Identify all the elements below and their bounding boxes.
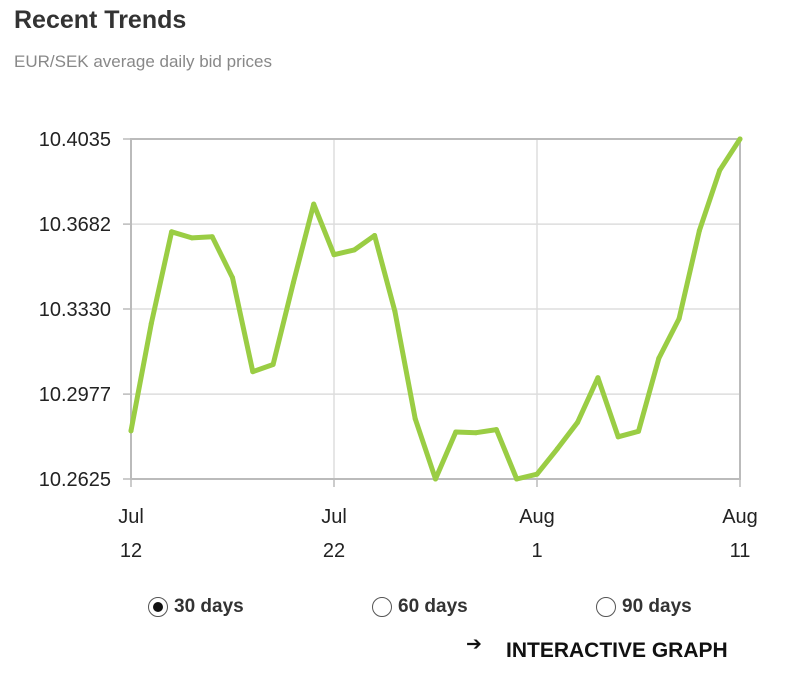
data-point — [514, 476, 520, 482]
x-tick-day: 1 — [531, 540, 542, 562]
y-tick-label: 10.3330 — [39, 299, 111, 321]
data-point — [372, 233, 378, 238]
chart-title: Recent Trends — [14, 6, 187, 34]
data-point — [656, 355, 662, 361]
radio-30-days[interactable] — [148, 597, 168, 617]
data-point — [290, 280, 296, 285]
data-point — [615, 434, 621, 440]
data-point — [270, 362, 276, 367]
x-tick-month: Aug — [722, 506, 758, 528]
interactive-graph-label: INTERACTIVE GRAPH — [506, 639, 728, 662]
data-point — [433, 476, 438, 482]
range-90-days-option[interactable]: 90 days — [596, 593, 692, 621]
data-point — [148, 321, 154, 326]
data-point — [493, 427, 499, 433]
x-tick-day: 12 — [120, 540, 142, 562]
arrow-right-icon: ➔ — [466, 633, 482, 655]
range-90-days-label: 90 days — [622, 596, 692, 617]
data-point — [473, 430, 479, 436]
y-tick-label: 10.2625 — [39, 469, 111, 491]
data-point — [676, 316, 682, 322]
data-point — [554, 446, 560, 452]
price-chart: 10.403510.368210.333010.297710.2625Jul12… — [39, 129, 758, 562]
data-point — [230, 275, 235, 281]
data-point — [392, 308, 398, 314]
data-point — [575, 419, 581, 425]
data-point — [717, 167, 723, 173]
data-point — [737, 136, 743, 142]
data-point — [412, 416, 418, 422]
chart-subtitle: EUR/SEK average daily bid prices — [14, 52, 272, 71]
data-point — [128, 428, 134, 434]
radio-90-days[interactable] — [596, 597, 616, 617]
data-point — [189, 235, 195, 241]
data-point — [595, 375, 601, 381]
data-point — [351, 247, 357, 253]
data-point — [311, 201, 317, 207]
data-point — [534, 471, 540, 477]
data-point — [453, 429, 459, 435]
range-60-days-label: 60 days — [398, 596, 468, 617]
data-point — [209, 234, 215, 240]
y-tick-label: 10.4035 — [39, 129, 111, 151]
y-tick-label: 10.2977 — [39, 384, 111, 406]
x-tick-month: Jul — [321, 506, 347, 528]
data-point — [331, 252, 337, 258]
range-30-days-option[interactable]: 30 days — [148, 593, 244, 621]
y-tick-label: 10.3682 — [39, 214, 111, 236]
x-tick-month: Jul — [118, 506, 144, 528]
data-point — [250, 369, 256, 375]
interactive-graph-link[interactable]: ➔ INTERACTIVE GRAPH — [466, 633, 728, 669]
range-60-days-option[interactable]: 60 days — [372, 593, 468, 621]
data-point — [696, 228, 702, 234]
x-tick-month: Aug — [519, 506, 555, 528]
x-tick-day: 11 — [730, 540, 751, 562]
x-tick-day: 22 — [323, 540, 345, 562]
data-point — [169, 229, 175, 235]
data-point — [636, 428, 641, 434]
range-30-days-label: 30 days — [174, 596, 244, 617]
radio-60-days[interactable] — [372, 597, 392, 617]
